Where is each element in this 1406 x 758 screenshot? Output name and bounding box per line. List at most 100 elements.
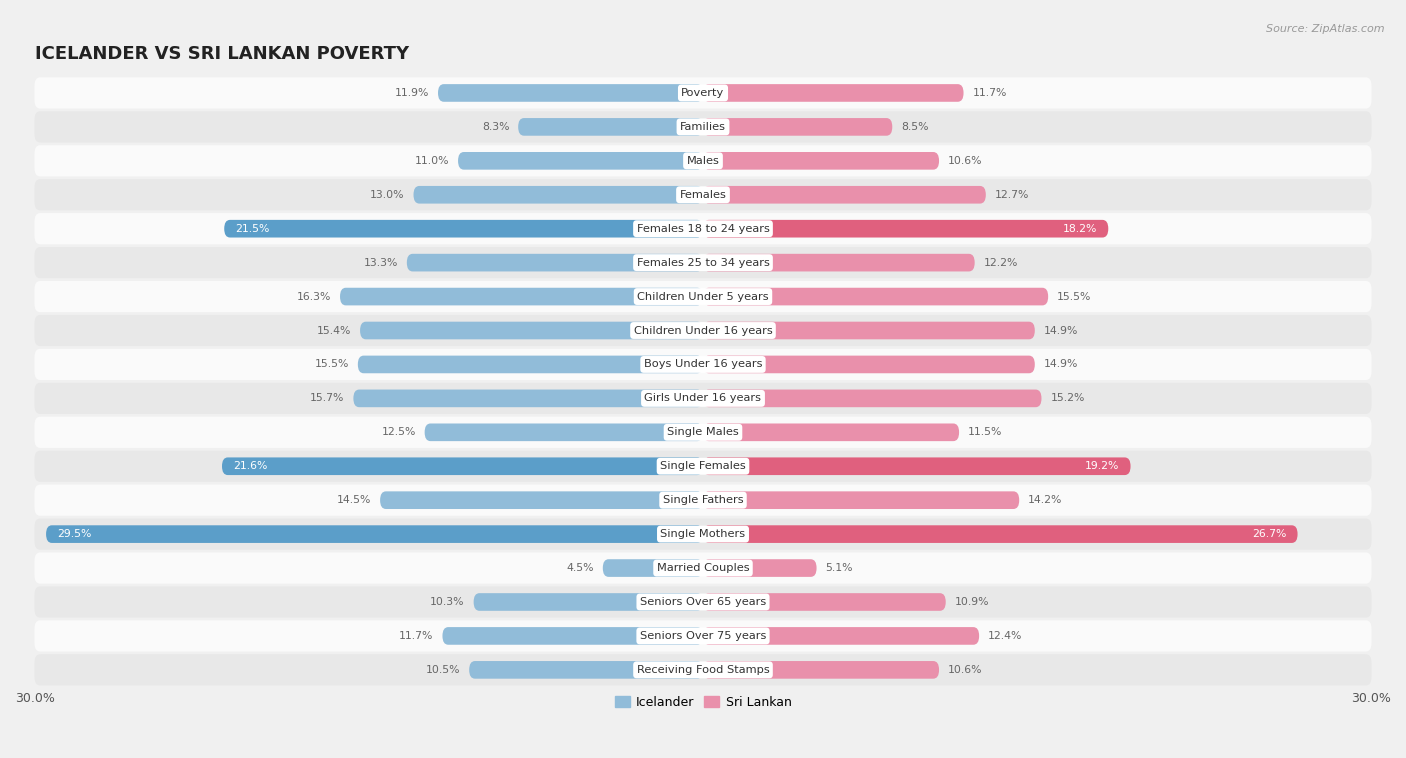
FancyBboxPatch shape [360, 321, 703, 340]
Text: Children Under 16 years: Children Under 16 years [634, 325, 772, 336]
FancyBboxPatch shape [703, 220, 1108, 237]
Legend: Icelander, Sri Lankan: Icelander, Sri Lankan [610, 691, 796, 714]
FancyBboxPatch shape [603, 559, 703, 577]
Text: 11.9%: 11.9% [395, 88, 429, 98]
FancyBboxPatch shape [703, 356, 1035, 373]
Text: Single Males: Single Males [666, 428, 740, 437]
FancyBboxPatch shape [340, 288, 703, 305]
FancyBboxPatch shape [35, 620, 1371, 652]
Text: Seniors Over 75 years: Seniors Over 75 years [640, 631, 766, 641]
Text: 13.0%: 13.0% [370, 190, 405, 200]
FancyBboxPatch shape [224, 220, 703, 237]
Text: Seniors Over 65 years: Seniors Over 65 years [640, 597, 766, 607]
Text: 12.5%: 12.5% [381, 428, 416, 437]
Text: 10.6%: 10.6% [948, 665, 983, 675]
FancyBboxPatch shape [35, 315, 1371, 346]
FancyBboxPatch shape [35, 587, 1371, 618]
FancyBboxPatch shape [35, 484, 1371, 515]
Text: 15.7%: 15.7% [311, 393, 344, 403]
Text: 11.5%: 11.5% [967, 428, 1002, 437]
FancyBboxPatch shape [703, 627, 979, 645]
Text: Single Females: Single Females [661, 462, 745, 471]
Text: 12.2%: 12.2% [984, 258, 1018, 268]
Text: 10.9%: 10.9% [955, 597, 990, 607]
Text: Single Mothers: Single Mothers [661, 529, 745, 539]
Text: 14.9%: 14.9% [1043, 325, 1078, 336]
FancyBboxPatch shape [443, 627, 703, 645]
FancyBboxPatch shape [359, 356, 703, 373]
Text: 4.5%: 4.5% [567, 563, 593, 573]
FancyBboxPatch shape [703, 594, 946, 611]
Text: 26.7%: 26.7% [1253, 529, 1286, 539]
Text: Receiving Food Stamps: Receiving Food Stamps [637, 665, 769, 675]
Text: 11.7%: 11.7% [399, 631, 433, 641]
FancyBboxPatch shape [406, 254, 703, 271]
Text: Single Fathers: Single Fathers [662, 495, 744, 505]
Text: 18.2%: 18.2% [1063, 224, 1097, 233]
FancyBboxPatch shape [703, 254, 974, 271]
FancyBboxPatch shape [35, 247, 1371, 278]
Text: Females 25 to 34 years: Females 25 to 34 years [637, 258, 769, 268]
Text: 8.5%: 8.5% [901, 122, 929, 132]
Text: Married Couples: Married Couples [657, 563, 749, 573]
FancyBboxPatch shape [413, 186, 703, 204]
Text: 19.2%: 19.2% [1085, 462, 1119, 471]
Text: 10.5%: 10.5% [426, 665, 460, 675]
Text: 14.5%: 14.5% [337, 495, 371, 505]
FancyBboxPatch shape [703, 424, 959, 441]
Text: 21.6%: 21.6% [233, 462, 267, 471]
Text: 15.2%: 15.2% [1050, 393, 1085, 403]
FancyBboxPatch shape [703, 559, 817, 577]
FancyBboxPatch shape [35, 349, 1371, 380]
Text: 13.3%: 13.3% [364, 258, 398, 268]
Text: Boys Under 16 years: Boys Under 16 years [644, 359, 762, 369]
FancyBboxPatch shape [703, 186, 986, 204]
Text: 21.5%: 21.5% [235, 224, 270, 233]
Text: 11.0%: 11.0% [415, 156, 449, 166]
FancyBboxPatch shape [519, 118, 703, 136]
FancyBboxPatch shape [439, 84, 703, 102]
FancyBboxPatch shape [35, 518, 1371, 550]
FancyBboxPatch shape [703, 321, 1035, 340]
FancyBboxPatch shape [458, 152, 703, 170]
FancyBboxPatch shape [35, 111, 1371, 143]
FancyBboxPatch shape [703, 84, 963, 102]
FancyBboxPatch shape [353, 390, 703, 407]
FancyBboxPatch shape [35, 417, 1371, 448]
Text: Females: Females [679, 190, 727, 200]
Text: 15.5%: 15.5% [315, 359, 349, 369]
FancyBboxPatch shape [35, 654, 1371, 685]
FancyBboxPatch shape [35, 213, 1371, 244]
FancyBboxPatch shape [46, 525, 703, 543]
FancyBboxPatch shape [703, 457, 1130, 475]
FancyBboxPatch shape [35, 553, 1371, 584]
Text: Girls Under 16 years: Girls Under 16 years [644, 393, 762, 403]
Text: 16.3%: 16.3% [297, 292, 330, 302]
Text: Source: ZipAtlas.com: Source: ZipAtlas.com [1267, 24, 1385, 34]
Text: 29.5%: 29.5% [58, 529, 91, 539]
Text: 15.5%: 15.5% [1057, 292, 1091, 302]
FancyBboxPatch shape [35, 77, 1371, 108]
Text: Females 18 to 24 years: Females 18 to 24 years [637, 224, 769, 233]
FancyBboxPatch shape [35, 383, 1371, 414]
Text: 10.6%: 10.6% [948, 156, 983, 166]
Text: 14.2%: 14.2% [1028, 495, 1063, 505]
Text: Families: Families [681, 122, 725, 132]
Text: 12.7%: 12.7% [994, 190, 1029, 200]
FancyBboxPatch shape [35, 146, 1371, 177]
Text: 5.1%: 5.1% [825, 563, 853, 573]
FancyBboxPatch shape [35, 281, 1371, 312]
FancyBboxPatch shape [470, 661, 703, 678]
FancyBboxPatch shape [703, 390, 1042, 407]
FancyBboxPatch shape [703, 118, 893, 136]
Text: 12.4%: 12.4% [988, 631, 1022, 641]
Text: 15.4%: 15.4% [316, 325, 352, 336]
Text: Poverty: Poverty [682, 88, 724, 98]
Text: 11.7%: 11.7% [973, 88, 1007, 98]
FancyBboxPatch shape [703, 288, 1047, 305]
Text: Males: Males [686, 156, 720, 166]
FancyBboxPatch shape [380, 491, 703, 509]
FancyBboxPatch shape [35, 179, 1371, 211]
FancyBboxPatch shape [703, 525, 1298, 543]
FancyBboxPatch shape [474, 594, 703, 611]
